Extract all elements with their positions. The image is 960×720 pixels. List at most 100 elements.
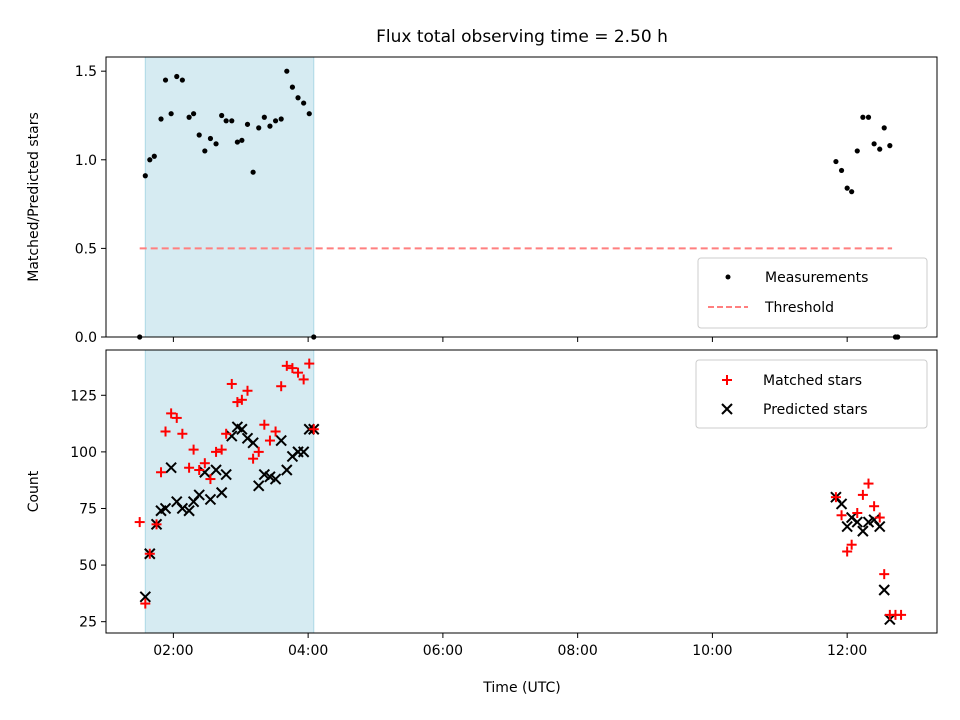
predicted-star-point <box>281 464 293 476</box>
predicted-star-point <box>841 520 853 533</box>
predicted-star-point <box>210 464 222 476</box>
predicted-star-point <box>835 498 848 510</box>
predicted-star-point <box>159 502 172 515</box>
measurement-point <box>234 139 240 145</box>
top-legend: Measurements Threshold <box>697 257 928 329</box>
bottom-panel-frame <box>105 349 938 634</box>
bottom-legend-box <box>695 359 928 429</box>
measurement-point <box>833 158 839 165</box>
matched-star-point <box>836 510 847 521</box>
matched-star-points <box>134 358 907 620</box>
legend-matched-marker <box>722 375 732 385</box>
x-tick-label: 06:00 <box>423 643 463 659</box>
measurement-point <box>261 114 267 120</box>
measurement-point <box>844 185 850 191</box>
matched-star-point <box>184 462 195 473</box>
matched-star-point <box>264 435 275 446</box>
predicted-star-point <box>199 466 211 478</box>
y-tick-label: 50 <box>79 558 97 574</box>
measurement-point <box>239 137 245 143</box>
predicted-star-point <box>297 446 310 458</box>
legend-matched-label: Matched stars <box>763 373 862 389</box>
measurement-point <box>179 77 185 83</box>
top-measurement-points <box>137 68 901 340</box>
predicted-star-point <box>215 486 228 499</box>
predicted-star-point <box>176 502 189 515</box>
measurement-point <box>267 123 273 129</box>
measurement-point <box>219 112 225 119</box>
y-tick-label: 1.0 <box>75 153 97 169</box>
matched-star-point <box>236 394 247 405</box>
matched-star-point <box>134 517 145 528</box>
top-y-axis-label: Matched/Predicted stars <box>26 112 42 282</box>
figure-title: Flux total observing time = 2.50 h <box>376 27 668 47</box>
y-tick-label: 25 <box>79 615 97 631</box>
matched-star-point <box>166 408 177 419</box>
matched-star-point <box>199 458 210 469</box>
top-x-ticks <box>172 337 848 342</box>
y-tick-label: 75 <box>79 501 97 517</box>
matched-star-point <box>298 374 309 385</box>
measurement-point <box>865 114 872 120</box>
x-axis-label: Time (UTC) <box>482 680 560 696</box>
matched-star-point <box>830 492 841 503</box>
predicted-star-point <box>236 423 248 435</box>
matched-star-point <box>194 464 205 475</box>
matched-star-point <box>221 428 232 439</box>
measurement-point <box>147 157 153 163</box>
matched-star-point <box>293 367 304 378</box>
shaded-interval-rect <box>144 349 315 634</box>
legend-threshold-label: Threshold <box>764 300 834 316</box>
measurement-point <box>877 146 883 152</box>
matched-star-point <box>869 501 880 512</box>
predicted-star-points <box>139 421 896 626</box>
y-tick-label: 125 <box>70 388 97 404</box>
matched-star-point <box>879 569 890 580</box>
measurement-point <box>849 189 855 195</box>
predicted-star-point <box>139 591 152 603</box>
matched-star-point <box>846 539 857 550</box>
measurement-point <box>174 73 180 80</box>
measurement-point <box>887 143 893 149</box>
matched-star-point <box>863 478 874 489</box>
measurement-point <box>186 114 192 120</box>
bottom-shaded-region <box>144 349 315 634</box>
predicted-star-point <box>874 520 886 533</box>
y-tick-label: 1.5 <box>75 64 97 80</box>
bottom-panel: 02:00 04:00 06:00 08:00 10:00 12:00 25 50 75 100… <box>26 349 938 659</box>
top-y-ticks: 0.0 0.5 1.0 1.5 <box>75 64 106 346</box>
legend-plus-glyph <box>722 375 732 385</box>
legend-x-glyph <box>721 403 733 415</box>
y-tick-label: 100 <box>70 445 97 461</box>
measurement-point <box>202 148 208 154</box>
predicted-star-point <box>204 493 217 506</box>
bottom-y-axis-label: Count <box>26 470 42 512</box>
matched-star-point <box>156 467 167 478</box>
matched-star-point <box>253 446 264 457</box>
bottom-legend: Matched stars Predicted stars <box>695 359 928 429</box>
x-tick-label: 08:00 <box>557 643 597 659</box>
matched-star-point <box>140 598 151 609</box>
matched-star-point <box>205 474 216 485</box>
matched-star-point <box>259 419 270 430</box>
matched-star-point <box>144 548 155 559</box>
measurement-point <box>289 84 296 90</box>
measurement-point <box>162 77 169 83</box>
predicted-star-point <box>851 516 863 528</box>
matched-star-point <box>177 428 188 439</box>
x-tick-label: 04:00 <box>288 643 328 659</box>
y-tick-label: 0.5 <box>75 241 97 257</box>
measurement-point <box>223 118 229 124</box>
y-tick-label: 0.0 <box>75 330 97 346</box>
top-shaded-region <box>144 56 315 338</box>
predicted-star-point <box>253 480 265 492</box>
legend-measurements-marker <box>725 274 731 280</box>
matched-star-point <box>216 444 227 455</box>
legend-measurements-label: Measurements <box>765 270 868 286</box>
matched-star-point <box>226 378 237 389</box>
measurement-point <box>151 153 157 159</box>
measurement-point <box>838 167 845 174</box>
predicted-star-point <box>247 437 259 449</box>
measurement-point <box>284 68 290 74</box>
